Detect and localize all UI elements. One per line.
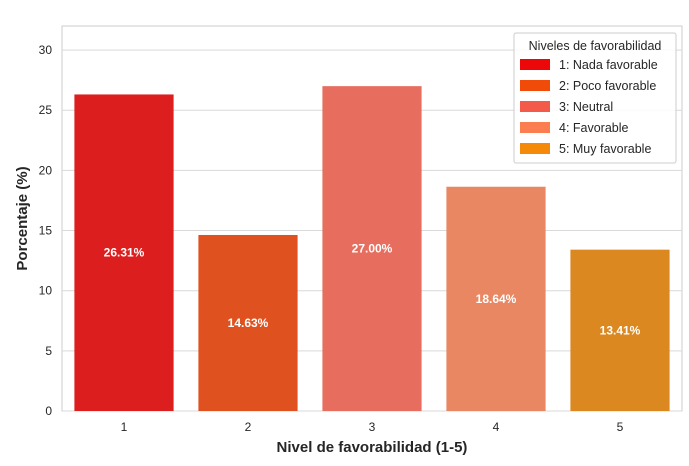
- y-tick-label: 5: [45, 344, 52, 358]
- bar-value-label: 14.63%: [228, 316, 269, 330]
- legend-label: 5: Muy favorable: [559, 142, 651, 156]
- bars: [74, 86, 670, 411]
- legend-label: 4: Favorable: [559, 121, 629, 135]
- y-tick-label: 30: [39, 43, 53, 57]
- legend-entries: 1: Nada favorable 2: Poco favorable 3: Neu…: [520, 58, 658, 156]
- y-axis-title: Porcentaje (%): [14, 166, 31, 270]
- legend-swatch: [520, 59, 550, 70]
- legend-swatch: [520, 80, 550, 91]
- legend-title: Niveles de favorabilidad: [529, 39, 662, 53]
- legend: Niveles de favorabilidad 1: Nada favorab…: [513, 32, 677, 164]
- y-tick-label: 15: [39, 224, 53, 238]
- legend-box: [513, 32, 677, 164]
- y-tick-label: 10: [39, 284, 53, 298]
- bar-value-label: 13.41%: [600, 323, 641, 337]
- legend-swatch: [520, 122, 550, 133]
- y-tick-label: 25: [39, 103, 53, 117]
- legend-label: 2: Poco favorable: [559, 79, 656, 93]
- bar-value-label: 27.00%: [352, 242, 393, 256]
- bar: [198, 234, 298, 411]
- bar: [446, 186, 546, 411]
- legend-label: 1: Nada favorable: [559, 58, 658, 72]
- x-tick-label: 5: [617, 420, 624, 434]
- legend-label: 3: Neutral: [559, 100, 613, 114]
- x-tick-labels: 1 2 3 4 5: [121, 420, 624, 434]
- y-tick-label: 20: [39, 163, 53, 177]
- bar-value-label: 26.31%: [104, 246, 145, 260]
- bar-value-label: 18.64%: [476, 292, 517, 306]
- bar: [74, 94, 174, 411]
- x-tick-label: 3: [369, 420, 376, 434]
- x-axis-title: Nivel de favorabilidad (1-5): [277, 439, 468, 456]
- legend-swatch: [520, 143, 550, 154]
- bar-value-labels: 26.31% 14.63% 27.00% 18.64% 13.41%: [104, 242, 641, 338]
- legend-swatch: [520, 101, 550, 112]
- x-tick-label: 1: [121, 420, 128, 434]
- x-tick-label: 2: [245, 420, 252, 434]
- x-tick-label: 4: [493, 420, 500, 434]
- y-tick-labels: 0 5 10 15 20 25 30: [39, 43, 53, 418]
- y-tick-label: 0: [45, 404, 52, 418]
- bar: [570, 249, 670, 411]
- bar: [322, 86, 422, 411]
